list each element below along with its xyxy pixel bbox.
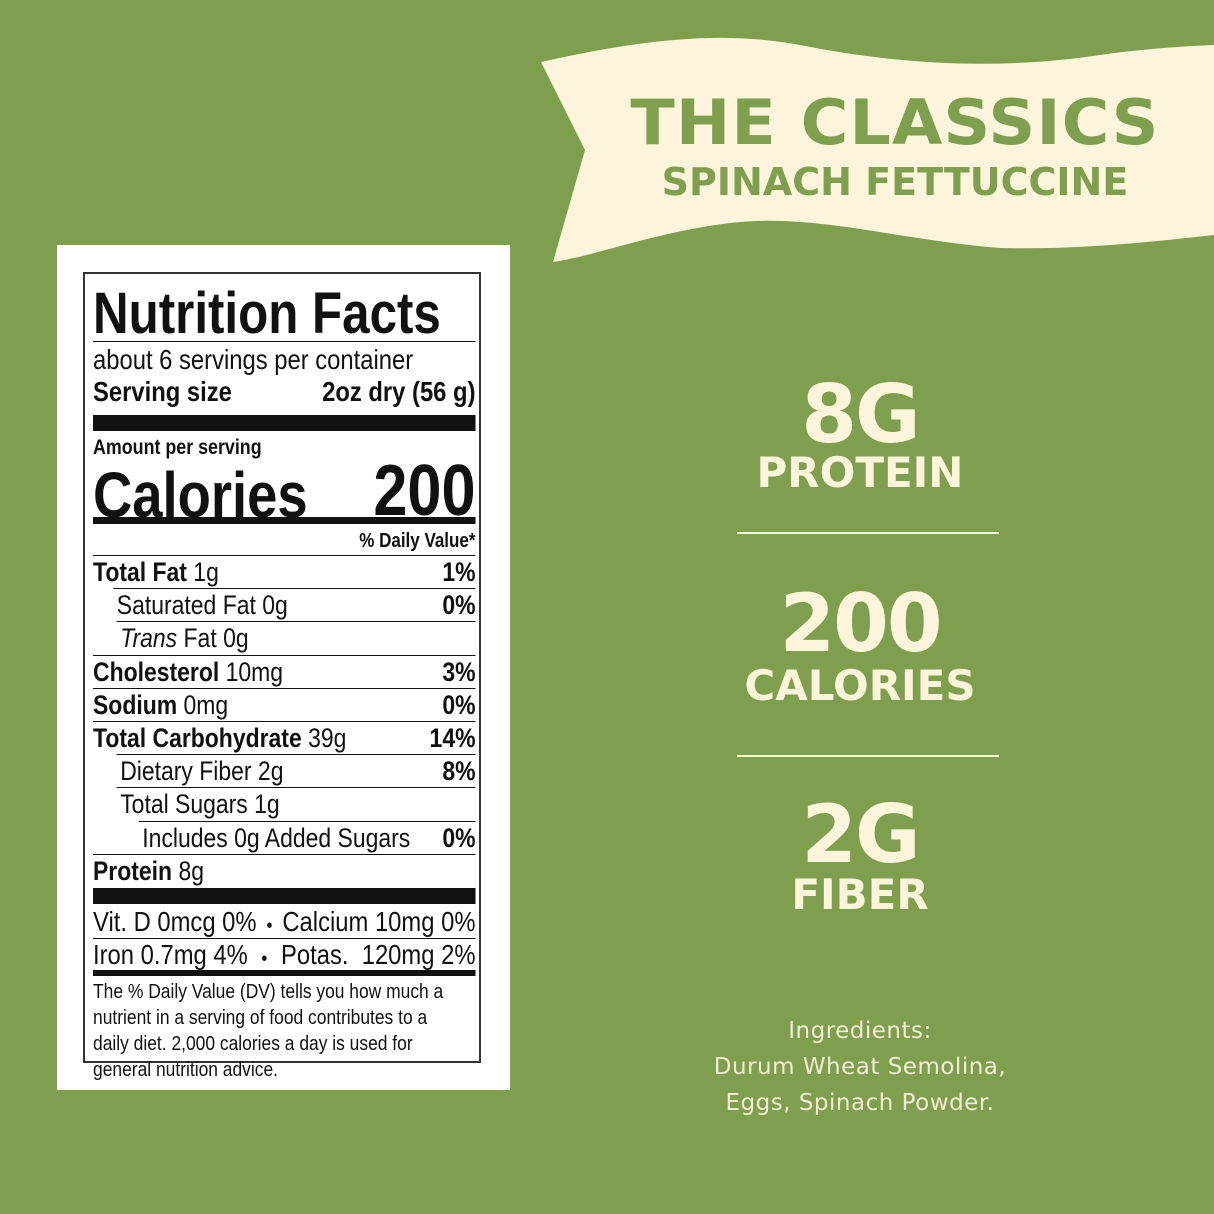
row-divider [113, 588, 476, 590]
nutrient-name: Total Sugars 1g [120, 789, 279, 820]
vitamin-row: Vit. D 0mcg 0% • Calcium 10mg 0% [93, 906, 476, 938]
nutrient-daily-value: 1% [442, 557, 476, 587]
nutrient-label: Includes 0g Added Sugars [142, 822, 411, 853]
nutrient-amount: 10mg [219, 656, 284, 687]
row-divider [93, 721, 476, 722]
nutrient-amount: 1g [186, 557, 219, 587]
nutrient-label: Sodium [93, 689, 178, 720]
nutrient-row: Cholesterol 10mg 3% [93, 657, 476, 688]
banner-subtitle: SPINACH FETTUCCINE [661, 160, 1129, 204]
divider [737, 532, 999, 534]
nutrient-amount: 0mg [177, 689, 229, 720]
vitamin-right: Potas. 120mg 2% [281, 939, 476, 970]
nutrient-label: Saturated Fat 0g [116, 590, 288, 621]
nutrient-name: Trans Fat 0g [120, 623, 248, 654]
nutrient-name: Total Carbohydrate 39g [93, 723, 346, 754]
nutrient-daily-value: 0% [442, 689, 476, 720]
nutrient-label: Total Carbohydrate [93, 723, 302, 753]
nutrient-row: Sodium 0mg 0% [93, 690, 476, 721]
servings-per-container: about 6 servings per container [93, 344, 414, 375]
stat-value: 8G [801, 368, 920, 461]
stat-value: 200 [779, 577, 943, 670]
nutrient-row: Saturated Fat 0g 0% [93, 590, 476, 621]
ingredients-heading: Ingredients: [788, 1018, 932, 1044]
nutrient-name: Protein 8g [93, 856, 204, 887]
row-divider [116, 621, 476, 623]
stat-label: PROTEIN [756, 448, 964, 497]
nutrient-name: Saturated Fat 0g [117, 590, 288, 621]
bullet-separator: • [266, 915, 273, 937]
nutrient-amount: Fat 0g [177, 623, 249, 654]
ingredients-line: Durum Wheat Semolina, [713, 1054, 1007, 1080]
nutrient-label: Total Sugars 1g [120, 789, 280, 820]
nutrient-daily-value: 0% [442, 590, 476, 621]
nutrient-name: Cholesterol 10mg [93, 657, 283, 688]
nutrient-name: Dietary Fiber 2g [120, 756, 283, 787]
stat-label: FIBER [791, 870, 929, 919]
daily-value-header: % Daily Value* [359, 530, 476, 552]
stat-value: 2G [801, 788, 920, 881]
vitamin-left: Vit. D 0mcg 0% [93, 906, 257, 937]
row-divider [138, 820, 476, 822]
nutrient-amount: 8g [172, 855, 204, 886]
serving-size-value: 2oz dry (56 g) [322, 376, 476, 407]
row-divider [116, 754, 476, 756]
nutrient-name: Sodium 0mg [93, 690, 228, 721]
footnote: The % Daily Value (DV) tells you how muc… [93, 980, 444, 1081]
nutrient-daily-value: 14% [429, 723, 476, 753]
nutrient-row: Trans Fat 0g [93, 623, 476, 654]
serving-size-row: Serving size 2oz dry (56 g) [93, 376, 476, 408]
nutrient-row: Dietary Fiber 2g 8% [93, 756, 476, 787]
nutrient-amount: 39g [301, 723, 347, 753]
vitamin-left: Iron 0.7mg 4% [93, 939, 248, 970]
serving-size-label: Serving size [93, 376, 232, 407]
row-divider [93, 853, 476, 855]
vitamin-right: Calcium 10mg 0% [282, 906, 476, 937]
banner-title: THE CLASSICS [630, 86, 1160, 159]
stat-label: CALORIES [744, 661, 976, 710]
row-divider [116, 787, 476, 789]
nutrient-label: Cholesterol [93, 656, 220, 687]
title-banner [541, 37, 1214, 262]
nutrient-label: Dietary Fiber 2g [120, 756, 284, 787]
nutrient-label: Total Fat [93, 557, 187, 587]
nutrient-label: Trans [120, 623, 178, 654]
row-divider [93, 654, 476, 656]
divider [737, 755, 999, 757]
row-divider [93, 938, 476, 939]
nutrition-facts-label: Nutrition Facts about 6 servings per con… [83, 272, 481, 1081]
nutrition-title: Nutrition Facts [93, 281, 441, 346]
row-divider [93, 687, 476, 689]
nutrient-daily-value: 3% [442, 656, 476, 687]
nutrient-daily-value: 0% [442, 822, 476, 853]
vitamin-row: Iron 0.7mg 4% • Potas. 120mg 2% [93, 939, 476, 971]
amount-per-serving: Amount per serving [93, 436, 262, 459]
nutrient-row: Includes 0g Added Sugars 0% [93, 822, 476, 854]
nutrient-name: Total Fat 1g [93, 557, 219, 588]
nutrient-row: Total Fat 1g 1% [93, 557, 476, 588]
nutrient-label: Protein [93, 855, 173, 886]
nutrition-panel: Nutrition Facts about 6 servings per con… [57, 245, 510, 1090]
nutrient-row: Total Sugars 1g [93, 789, 476, 820]
nutrient-daily-value: 8% [442, 756, 476, 787]
bullet-separator: • [261, 948, 268, 970]
nutrient-name: Includes 0g Added Sugars [142, 823, 410, 854]
nutrient-row: Total Carbohydrate 39g 14% [93, 723, 476, 754]
ingredients-line: Eggs, Spinach Powder. [725, 1090, 995, 1116]
row-divider [93, 555, 476, 556]
nutrient-row: Protein 8g [93, 856, 476, 887]
